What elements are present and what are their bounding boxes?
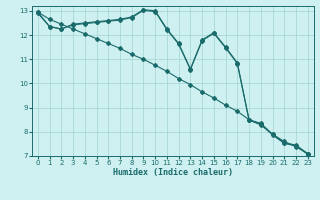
X-axis label: Humidex (Indice chaleur): Humidex (Indice chaleur) [113,168,233,177]
